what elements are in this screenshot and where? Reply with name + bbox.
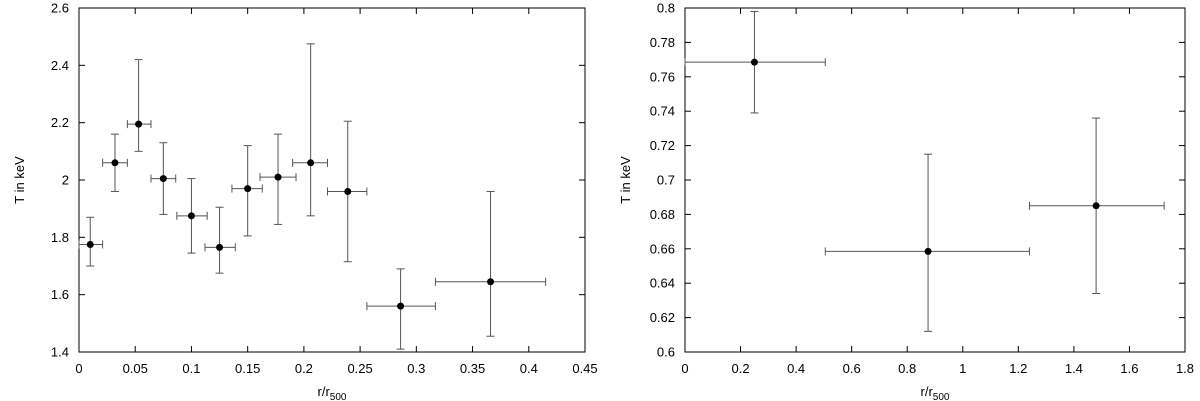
data-point-marker bbox=[487, 278, 495, 286]
y-tick-label: 2.6 bbox=[51, 1, 69, 16]
plot-frame bbox=[78, 7, 586, 353]
y-tick-label: 0.78 bbox=[650, 35, 675, 50]
x-tick-label: 0.4 bbox=[787, 361, 805, 376]
x-tick-label: 1.4 bbox=[1065, 361, 1083, 376]
data-point-marker bbox=[397, 302, 405, 310]
data-point-marker bbox=[307, 159, 315, 167]
y-tick-label: 2.4 bbox=[51, 58, 69, 73]
y-tick-label: 0.74 bbox=[650, 104, 675, 119]
x-tick-label: 0.3 bbox=[407, 361, 425, 376]
data-point-10 bbox=[366, 268, 436, 350]
y-tick-label: 0.8 bbox=[657, 1, 675, 16]
data-point-1 bbox=[102, 133, 128, 192]
x-tick-label: 0.45 bbox=[572, 361, 597, 376]
data-point-0 bbox=[78, 216, 104, 267]
y-tick-label: 1.4 bbox=[51, 345, 69, 360]
data-point-1 bbox=[824, 153, 1030, 332]
data-point-marker bbox=[111, 159, 119, 167]
data-point-8 bbox=[292, 43, 329, 217]
data-point-marker bbox=[135, 120, 143, 128]
data-point-7 bbox=[259, 133, 297, 225]
x-tick-label: 1.6 bbox=[1120, 361, 1138, 376]
data-point-marker bbox=[244, 185, 252, 193]
left-temperature-panel: 0 0.05 0.1 0.15 0.2 0.25 0.3 0.35 0.4 0.45 1.4 1.6 1… bbox=[12, 1, 598, 401]
x-tick-label: 0.6 bbox=[843, 361, 861, 376]
y-tick-label: 0.64 bbox=[650, 276, 675, 291]
data-point-9 bbox=[327, 120, 368, 263]
y-tick-label: 0.66 bbox=[650, 241, 675, 256]
x-axis-label-subscript: 500 bbox=[933, 392, 950, 401]
x-tick-label: 0 bbox=[75, 361, 82, 376]
right-temperature-panel: 0 0.2 0.4 0.6 0.8 1 1.2 1.4 1.6 1.8 0.6 0.62 0.64 0.6… bbox=[618, 1, 1194, 401]
y-tick-label: 2 bbox=[62, 173, 69, 188]
x-tick-label: 0.4 bbox=[520, 361, 538, 376]
x-tick-label: 0.35 bbox=[460, 361, 485, 376]
x-axis-label-main: r/r bbox=[921, 384, 934, 399]
x-tick-label: 0 bbox=[681, 361, 688, 376]
y-tick-label: 0.68 bbox=[650, 207, 675, 222]
x-tick-label: 0.2 bbox=[732, 361, 750, 376]
x-tick-label: 0.1 bbox=[182, 361, 200, 376]
y-axis-label: T in keV bbox=[618, 156, 633, 204]
plot-frame bbox=[684, 7, 1186, 353]
x-axis-label: r/r500 bbox=[318, 384, 347, 401]
y-axis-label: T in keV bbox=[12, 156, 27, 204]
data-point-0 bbox=[684, 10, 826, 114]
data-point-3 bbox=[150, 142, 177, 215]
x-tick-label: 0.25 bbox=[347, 361, 372, 376]
data-point-marker bbox=[1092, 202, 1100, 210]
x-tick-label: 0.15 bbox=[235, 361, 260, 376]
x-tick-label: 1.8 bbox=[1176, 361, 1194, 376]
data-point-2 bbox=[1028, 117, 1165, 295]
data-point-marker bbox=[159, 175, 167, 183]
data-point-2 bbox=[126, 59, 152, 152]
data-point-4 bbox=[176, 178, 208, 254]
y-tick-label: 0.72 bbox=[650, 138, 675, 153]
data-point-5 bbox=[204, 206, 236, 274]
data-point-marker bbox=[86, 241, 94, 248]
x-tick-label: 0.05 bbox=[123, 361, 148, 376]
y-tick-label: 0.6 bbox=[657, 345, 675, 360]
x-tick-label: 1 bbox=[959, 361, 966, 376]
y-tick-label: 0.62 bbox=[650, 310, 675, 325]
y-tick-label: 1.8 bbox=[51, 230, 69, 245]
x-tick-label: 0.8 bbox=[898, 361, 916, 376]
data-point-11 bbox=[434, 190, 547, 337]
data-point-marker bbox=[344, 187, 352, 195]
y-tick-label: 0.7 bbox=[657, 173, 675, 188]
x-tick-label: 1.2 bbox=[1009, 361, 1027, 376]
x-tick-label: 0.2 bbox=[295, 361, 313, 376]
x-axis-label-main: r/r bbox=[318, 384, 331, 399]
data-point-marker bbox=[750, 58, 758, 66]
data-point-marker bbox=[274, 173, 282, 181]
x-axis-label: r/r500 bbox=[921, 384, 950, 401]
y-tick-label: 0.76 bbox=[650, 69, 675, 84]
x-axis-label-subscript: 500 bbox=[330, 392, 347, 401]
y-tick-label: 1.6 bbox=[51, 287, 69, 302]
data-point-marker bbox=[216, 243, 224, 251]
data-point-marker bbox=[187, 212, 195, 220]
data-point-6 bbox=[231, 145, 263, 237]
data-point-marker bbox=[924, 247, 932, 255]
y-tick-label: 2.2 bbox=[51, 115, 69, 130]
